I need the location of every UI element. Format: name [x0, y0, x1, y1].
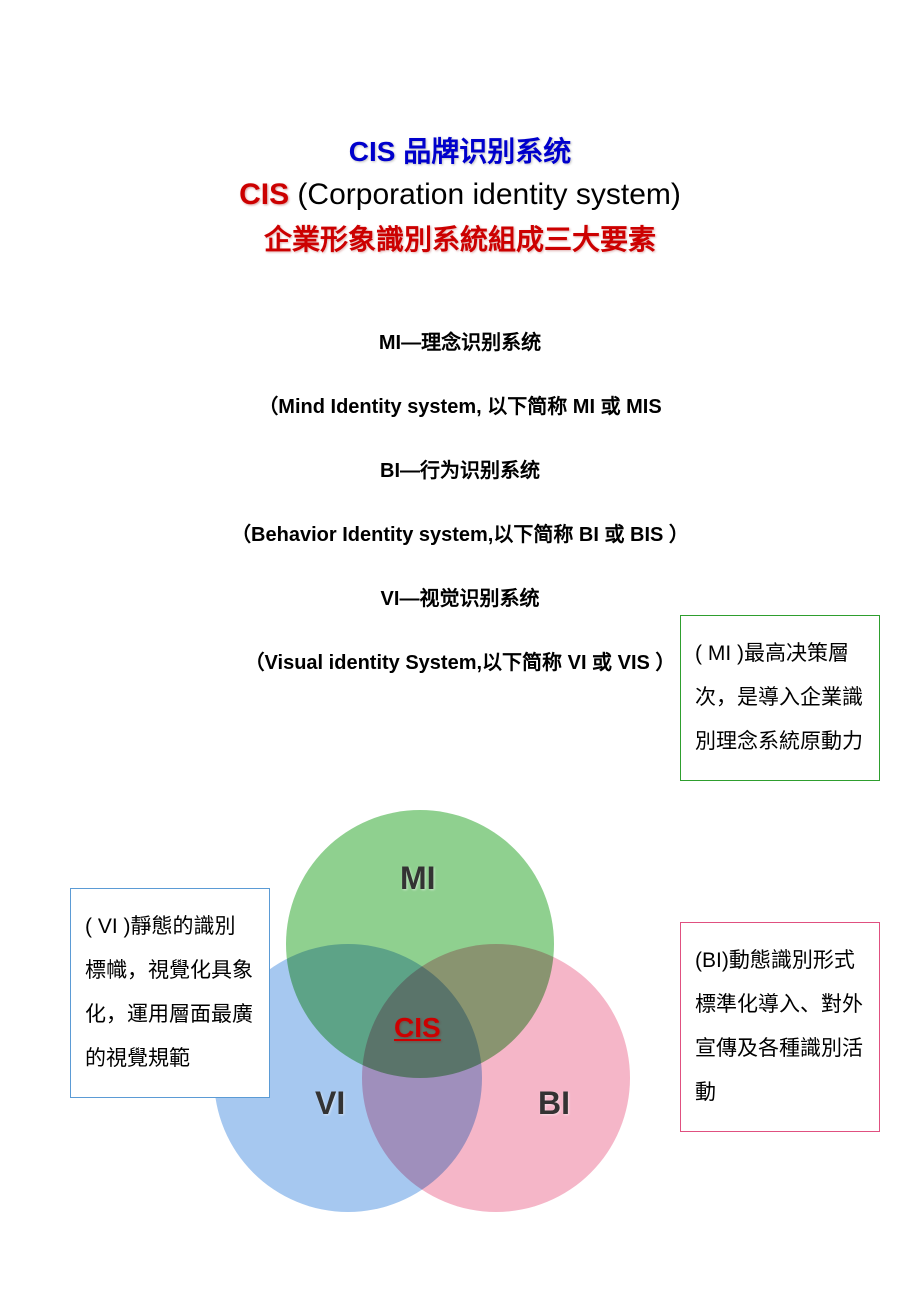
- def-row: MI—理念识别系统: [0, 328, 920, 358]
- cis-abbr: CIS: [239, 178, 289, 211]
- venn-label-mi: MI: [400, 860, 436, 897]
- venn-center-label: CIS: [394, 1012, 441, 1044]
- title-line1: CIS 品牌识别系统: [0, 130, 920, 170]
- def-row: （Mind Identity system, 以下简称 MI 或 MIS: [0, 392, 920, 422]
- cis-full: (Corporation identity system): [289, 178, 681, 211]
- venn-label-vi: VI: [315, 1085, 345, 1122]
- title-line3: 企業形象識別系統組成三大要素: [0, 218, 920, 258]
- header: CIS 品牌识别系统 CIS (Corporation identity sys…: [0, 0, 920, 258]
- venn-circle-bi: [362, 944, 630, 1212]
- mi-callout: ( MI )最高决策層次，是導入企業識別理念系統原動力: [680, 615, 880, 781]
- venn-label-bi: BI: [538, 1085, 570, 1122]
- vi-callout: ( VI )靜態的識別標幟，視覺化具象化，運用層面最廣的視覺規範: [70, 888, 270, 1098]
- def-row: VI—视觉识别系统: [0, 584, 920, 614]
- bi-callout: (BI)動態識別形式標準化導入、對外宣傳及各種識別活動: [680, 922, 880, 1132]
- def-row: （Behavior Identity system,以下简称 BI 或 BIS …: [0, 520, 920, 550]
- title-line2: CIS (Corporation identity system): [0, 178, 920, 212]
- def-row: BI—行为识别系统: [0, 456, 920, 486]
